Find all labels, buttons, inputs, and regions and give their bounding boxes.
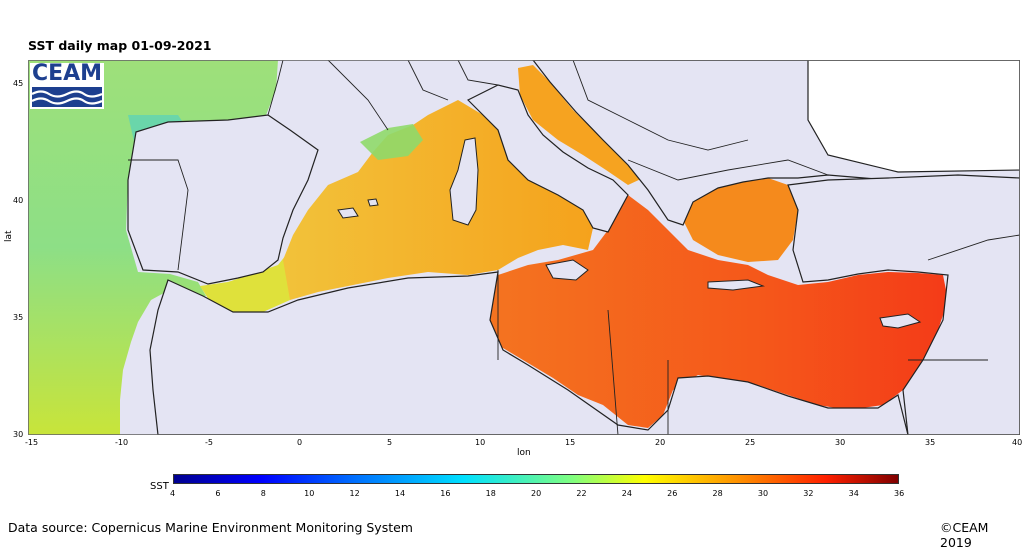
colorbar-tick: 34 bbox=[848, 489, 859, 498]
iberian-peninsula bbox=[127, 114, 319, 285]
colorbar-tick: 36 bbox=[894, 489, 905, 498]
colorbar-tick: 28 bbox=[712, 489, 723, 498]
colorbar-tick: 18 bbox=[485, 489, 496, 498]
ceam-logo: CEAM bbox=[30, 61, 104, 109]
colorbar-tick: 22 bbox=[576, 489, 587, 498]
x-tick: 20 bbox=[655, 438, 666, 447]
x-tick: 10 bbox=[475, 438, 486, 447]
italy bbox=[466, 84, 629, 233]
cyprus bbox=[879, 313, 922, 329]
x-tick: 30 bbox=[835, 438, 846, 447]
x-tick: 0 bbox=[297, 438, 303, 447]
colorbar-tick: 6 bbox=[215, 489, 221, 498]
logo-text: CEAM bbox=[31, 61, 103, 86]
western-mediterranean bbox=[283, 100, 593, 300]
atlantic-ocean bbox=[28, 60, 278, 435]
x-tick: 15 bbox=[565, 438, 576, 447]
alboran-sea bbox=[200, 250, 290, 312]
x-tick: -15 bbox=[25, 438, 39, 447]
sicily bbox=[545, 259, 589, 281]
colorbar-tick: 4 bbox=[170, 489, 176, 498]
colorbar-tick: 12 bbox=[349, 489, 360, 498]
colorbar-tick: 16 bbox=[440, 489, 451, 498]
data-source-text: Data source: Copernicus Marine Environme… bbox=[8, 520, 413, 535]
colorbar bbox=[173, 474, 899, 484]
sst-map bbox=[28, 60, 1020, 435]
country-borders bbox=[128, 60, 1020, 435]
y-tick: 40 bbox=[13, 196, 24, 205]
colorbar-tick: 32 bbox=[803, 489, 814, 498]
y-tick: 30 bbox=[13, 430, 24, 439]
x-tick: -5 bbox=[205, 438, 213, 447]
y-tick: 35 bbox=[13, 313, 24, 322]
colorbar-tick: 30 bbox=[757, 489, 769, 498]
adriatic-sea bbox=[518, 65, 643, 185]
colorbar-tick: 24 bbox=[621, 489, 632, 498]
colorbar-tick: 10 bbox=[304, 489, 315, 498]
y-axis-label: lat bbox=[4, 230, 14, 242]
wave-icon bbox=[32, 87, 102, 107]
map-title: SST daily map 01-09-2021 bbox=[28, 38, 212, 53]
x-tick: 5 bbox=[387, 438, 393, 447]
aegean-sea bbox=[683, 178, 798, 262]
plot-frame bbox=[28, 60, 1020, 435]
x-tick: -10 bbox=[115, 438, 129, 447]
x-tick: 25 bbox=[745, 438, 756, 447]
colorbar-tick: 20 bbox=[531, 489, 542, 498]
colorbar-label: SST bbox=[150, 481, 169, 492]
gulf-of-lion bbox=[360, 124, 423, 160]
crete bbox=[707, 279, 765, 291]
black-sea-region bbox=[807, 60, 1020, 173]
colorbar-tick: 14 bbox=[394, 489, 406, 498]
africa-coast bbox=[149, 271, 909, 435]
colorbar-tick: 26 bbox=[667, 489, 678, 498]
y-tick: 45 bbox=[13, 79, 24, 88]
colorbar-tick: 8 bbox=[260, 489, 266, 498]
x-axis-label: lon bbox=[517, 448, 531, 458]
x-tick: 35 bbox=[925, 438, 936, 447]
balearic-islands bbox=[337, 198, 379, 219]
turkey-levant bbox=[787, 174, 1020, 435]
copyright-text: ©CEAM 2019 bbox=[940, 520, 989, 550]
x-tick: 40 bbox=[1012, 438, 1023, 447]
eastern-mediterranean bbox=[486, 195, 948, 428]
corsica-sardinia bbox=[449, 137, 479, 226]
